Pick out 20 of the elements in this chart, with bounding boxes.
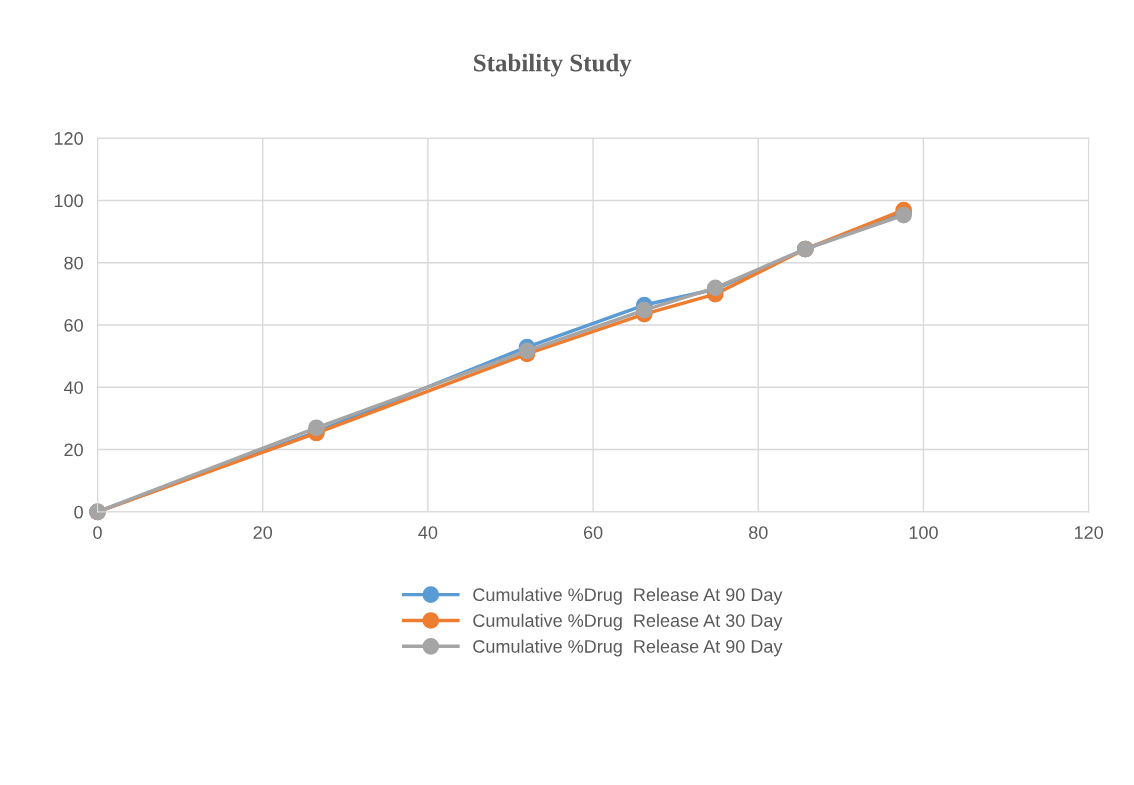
y-tick-label: 40 bbox=[63, 381, 83, 394]
chart-title: Stability Study bbox=[474, 53, 632, 77]
legend-label: Cumulative %Drug Release At 90 Day bbox=[473, 639, 783, 657]
x-tick-label: 40 bbox=[418, 526, 438, 539]
point bbox=[308, 419, 325, 437]
legend-label: Cumulative %Drug Release At 30 Day bbox=[473, 613, 783, 631]
x-tick-label: 100 bbox=[909, 526, 938, 539]
y-tick-label: 120 bbox=[54, 132, 83, 145]
x-tick-label: 60 bbox=[583, 526, 603, 539]
x-tick-label: 120 bbox=[1074, 526, 1103, 539]
y-tick-label: 20 bbox=[64, 443, 83, 457]
y-tick-label: 80 bbox=[64, 256, 83, 270]
y-tick-label: 100 bbox=[54, 194, 83, 208]
y-tick-label: 0 bbox=[74, 505, 83, 519]
x-tick-label: 80 bbox=[749, 526, 768, 539]
x-tick-label: 20 bbox=[253, 526, 273, 539]
y-tick-label: 60 bbox=[64, 318, 83, 332]
point bbox=[635, 301, 653, 319]
x-tick-label: 0 bbox=[93, 526, 102, 539]
legend-label: Cumulative %Drug Release At 90 Day bbox=[473, 587, 783, 605]
